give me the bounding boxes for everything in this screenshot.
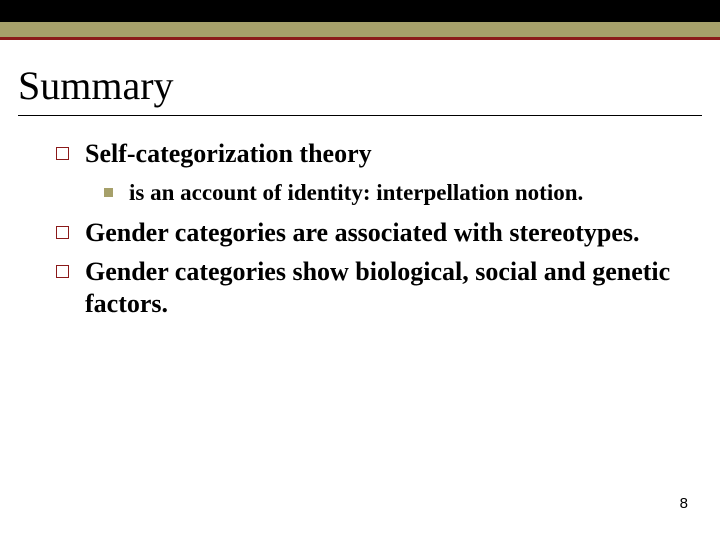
title-underline [18,115,702,116]
bullet-item: Self-categorization theory [56,138,680,171]
bullet-item: Gender categories show biological, socia… [56,256,680,321]
bullet-square-icon [56,226,69,239]
page-number: 8 [680,495,688,512]
bullet-square-icon [56,147,69,160]
bullet-square-icon [56,265,69,278]
sub-bullet-text: is an account of identity: interpellatio… [129,179,583,208]
accent-bar [0,22,720,40]
content-area: Self-categorization theory is an account… [0,138,720,321]
bullet-text: Gender categories are associated with st… [85,217,640,250]
bullet-item: Gender categories are associated with st… [56,217,680,250]
bullet-text: Gender categories show biological, socia… [85,256,680,321]
sub-bullet-item: is an account of identity: interpellatio… [104,179,680,208]
bullet-text: Self-categorization theory [85,138,372,171]
top-black-bar [0,0,720,22]
sub-bullet-square-icon [104,188,113,197]
slide-title: Summary [0,40,720,115]
